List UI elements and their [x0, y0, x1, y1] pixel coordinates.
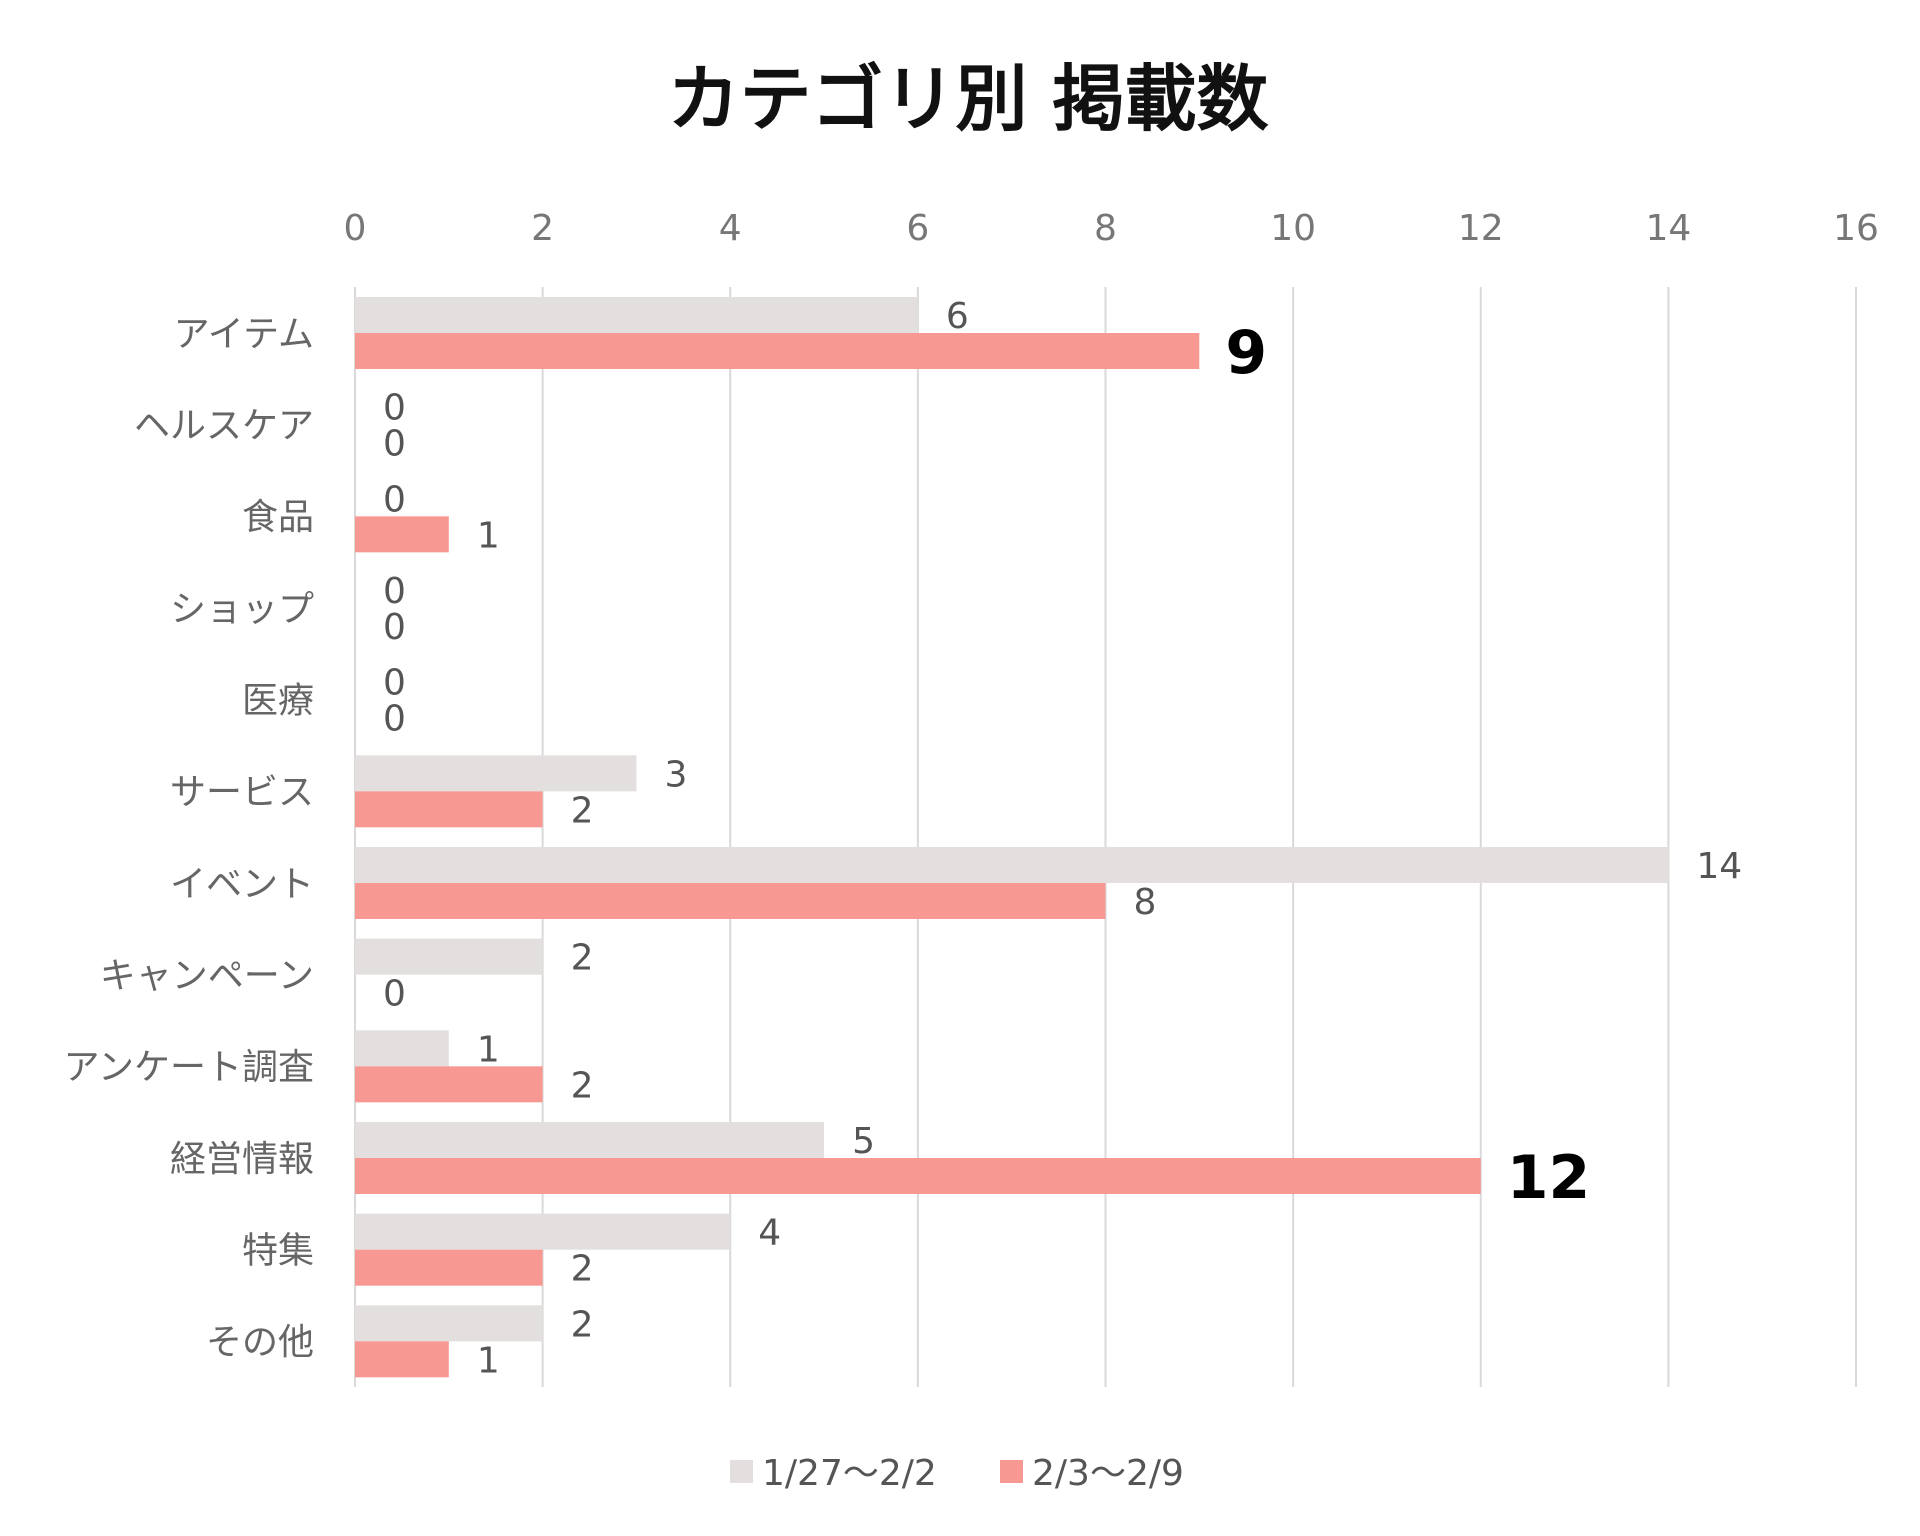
data-label: 8 [1134, 882, 1157, 923]
data-label: 14 [1696, 846, 1742, 887]
category-label: 経営情報 [170, 1139, 314, 1180]
data-label: 1 [477, 515, 500, 556]
category-label: ショップ [170, 589, 314, 630]
data-label: 0 [383, 699, 406, 740]
gridlines [354, 287, 1857, 1387]
bar [355, 1122, 825, 1158]
data-label: 6 [946, 296, 969, 337]
data-label: 4 [758, 1213, 781, 1254]
category-label: 食品 [242, 497, 314, 538]
bar [355, 1213, 731, 1250]
data-label: 0 [383, 974, 406, 1015]
data-label: 2 [571, 1065, 594, 1106]
category-labels: アイテムヘルスケア食品ショップ医療サービスイベントキャンペーンアンケート調査経営… [63, 314, 314, 1363]
category-label: アンケート調査 [63, 1047, 314, 1088]
x-tick-label: 8 [1094, 208, 1117, 249]
data-label: 0 [383, 388, 406, 429]
legend-swatch [730, 1460, 753, 1483]
bar [355, 1341, 449, 1378]
data-label: 3 [664, 754, 687, 795]
data-label: 2 [571, 938, 594, 979]
data-label: 2 [571, 1304, 594, 1345]
x-tick-label: 0 [344, 208, 367, 249]
bar [355, 938, 543, 975]
category-label: 特集 [242, 1231, 314, 1272]
bar [355, 847, 1669, 883]
data-label: 0 [383, 571, 406, 612]
category-label: 医療 [242, 681, 314, 722]
bar [355, 1030, 449, 1067]
data-label: 0 [383, 607, 406, 648]
x-tick-label: 6 [906, 208, 929, 249]
data-label: 0 [383, 424, 406, 465]
data-label: 2 [571, 790, 594, 831]
data-label: 0 [383, 479, 406, 520]
legend-swatch [1000, 1460, 1023, 1483]
x-tick-label: 2 [531, 208, 554, 249]
data-label: 0 [383, 663, 406, 704]
x-tick-label: 10 [1270, 208, 1316, 249]
bar [355, 1305, 543, 1342]
x-tick-label: 16 [1833, 208, 1879, 249]
data-label: 12 [1507, 1143, 1591, 1213]
bar [355, 883, 1106, 919]
legend-label: 2/3〜2/9 [1032, 1453, 1184, 1494]
category-label: ヘルスケア [134, 406, 314, 447]
x-tick-label: 12 [1458, 208, 1504, 249]
data-label: 5 [852, 1121, 875, 1162]
category-label: アイテム [174, 314, 314, 355]
category-label: キャンペーン [100, 956, 314, 997]
bar [355, 333, 1200, 369]
bars [355, 297, 1669, 1378]
bar [355, 1158, 1481, 1194]
data-label: 9 [1225, 318, 1267, 388]
data-label: 1 [477, 1340, 500, 1381]
bar [355, 791, 543, 828]
x-tick-label: 14 [1645, 208, 1691, 249]
category-label: その他 [206, 1322, 314, 1363]
category-label: サービス [170, 772, 314, 813]
x-axis-ticks: 0 2 4 6 8 10 12 14 16 [344, 208, 1879, 249]
category-label: イベント [170, 864, 314, 905]
data-label: 1 [477, 1029, 500, 1070]
legend: 1/27〜2/2 2/3〜2/9 [730, 1453, 1184, 1494]
legend-label: 1/27〜2/2 [762, 1453, 937, 1494]
bar [355, 297, 918, 333]
x-tick-label: 4 [719, 208, 742, 249]
bar [355, 1066, 543, 1103]
bar [355, 1249, 543, 1286]
bar [355, 516, 449, 553]
bar [355, 755, 637, 792]
data-label: 2 [571, 1249, 594, 1290]
chart-title: カテゴリ別 掲載数 [667, 57, 1268, 141]
